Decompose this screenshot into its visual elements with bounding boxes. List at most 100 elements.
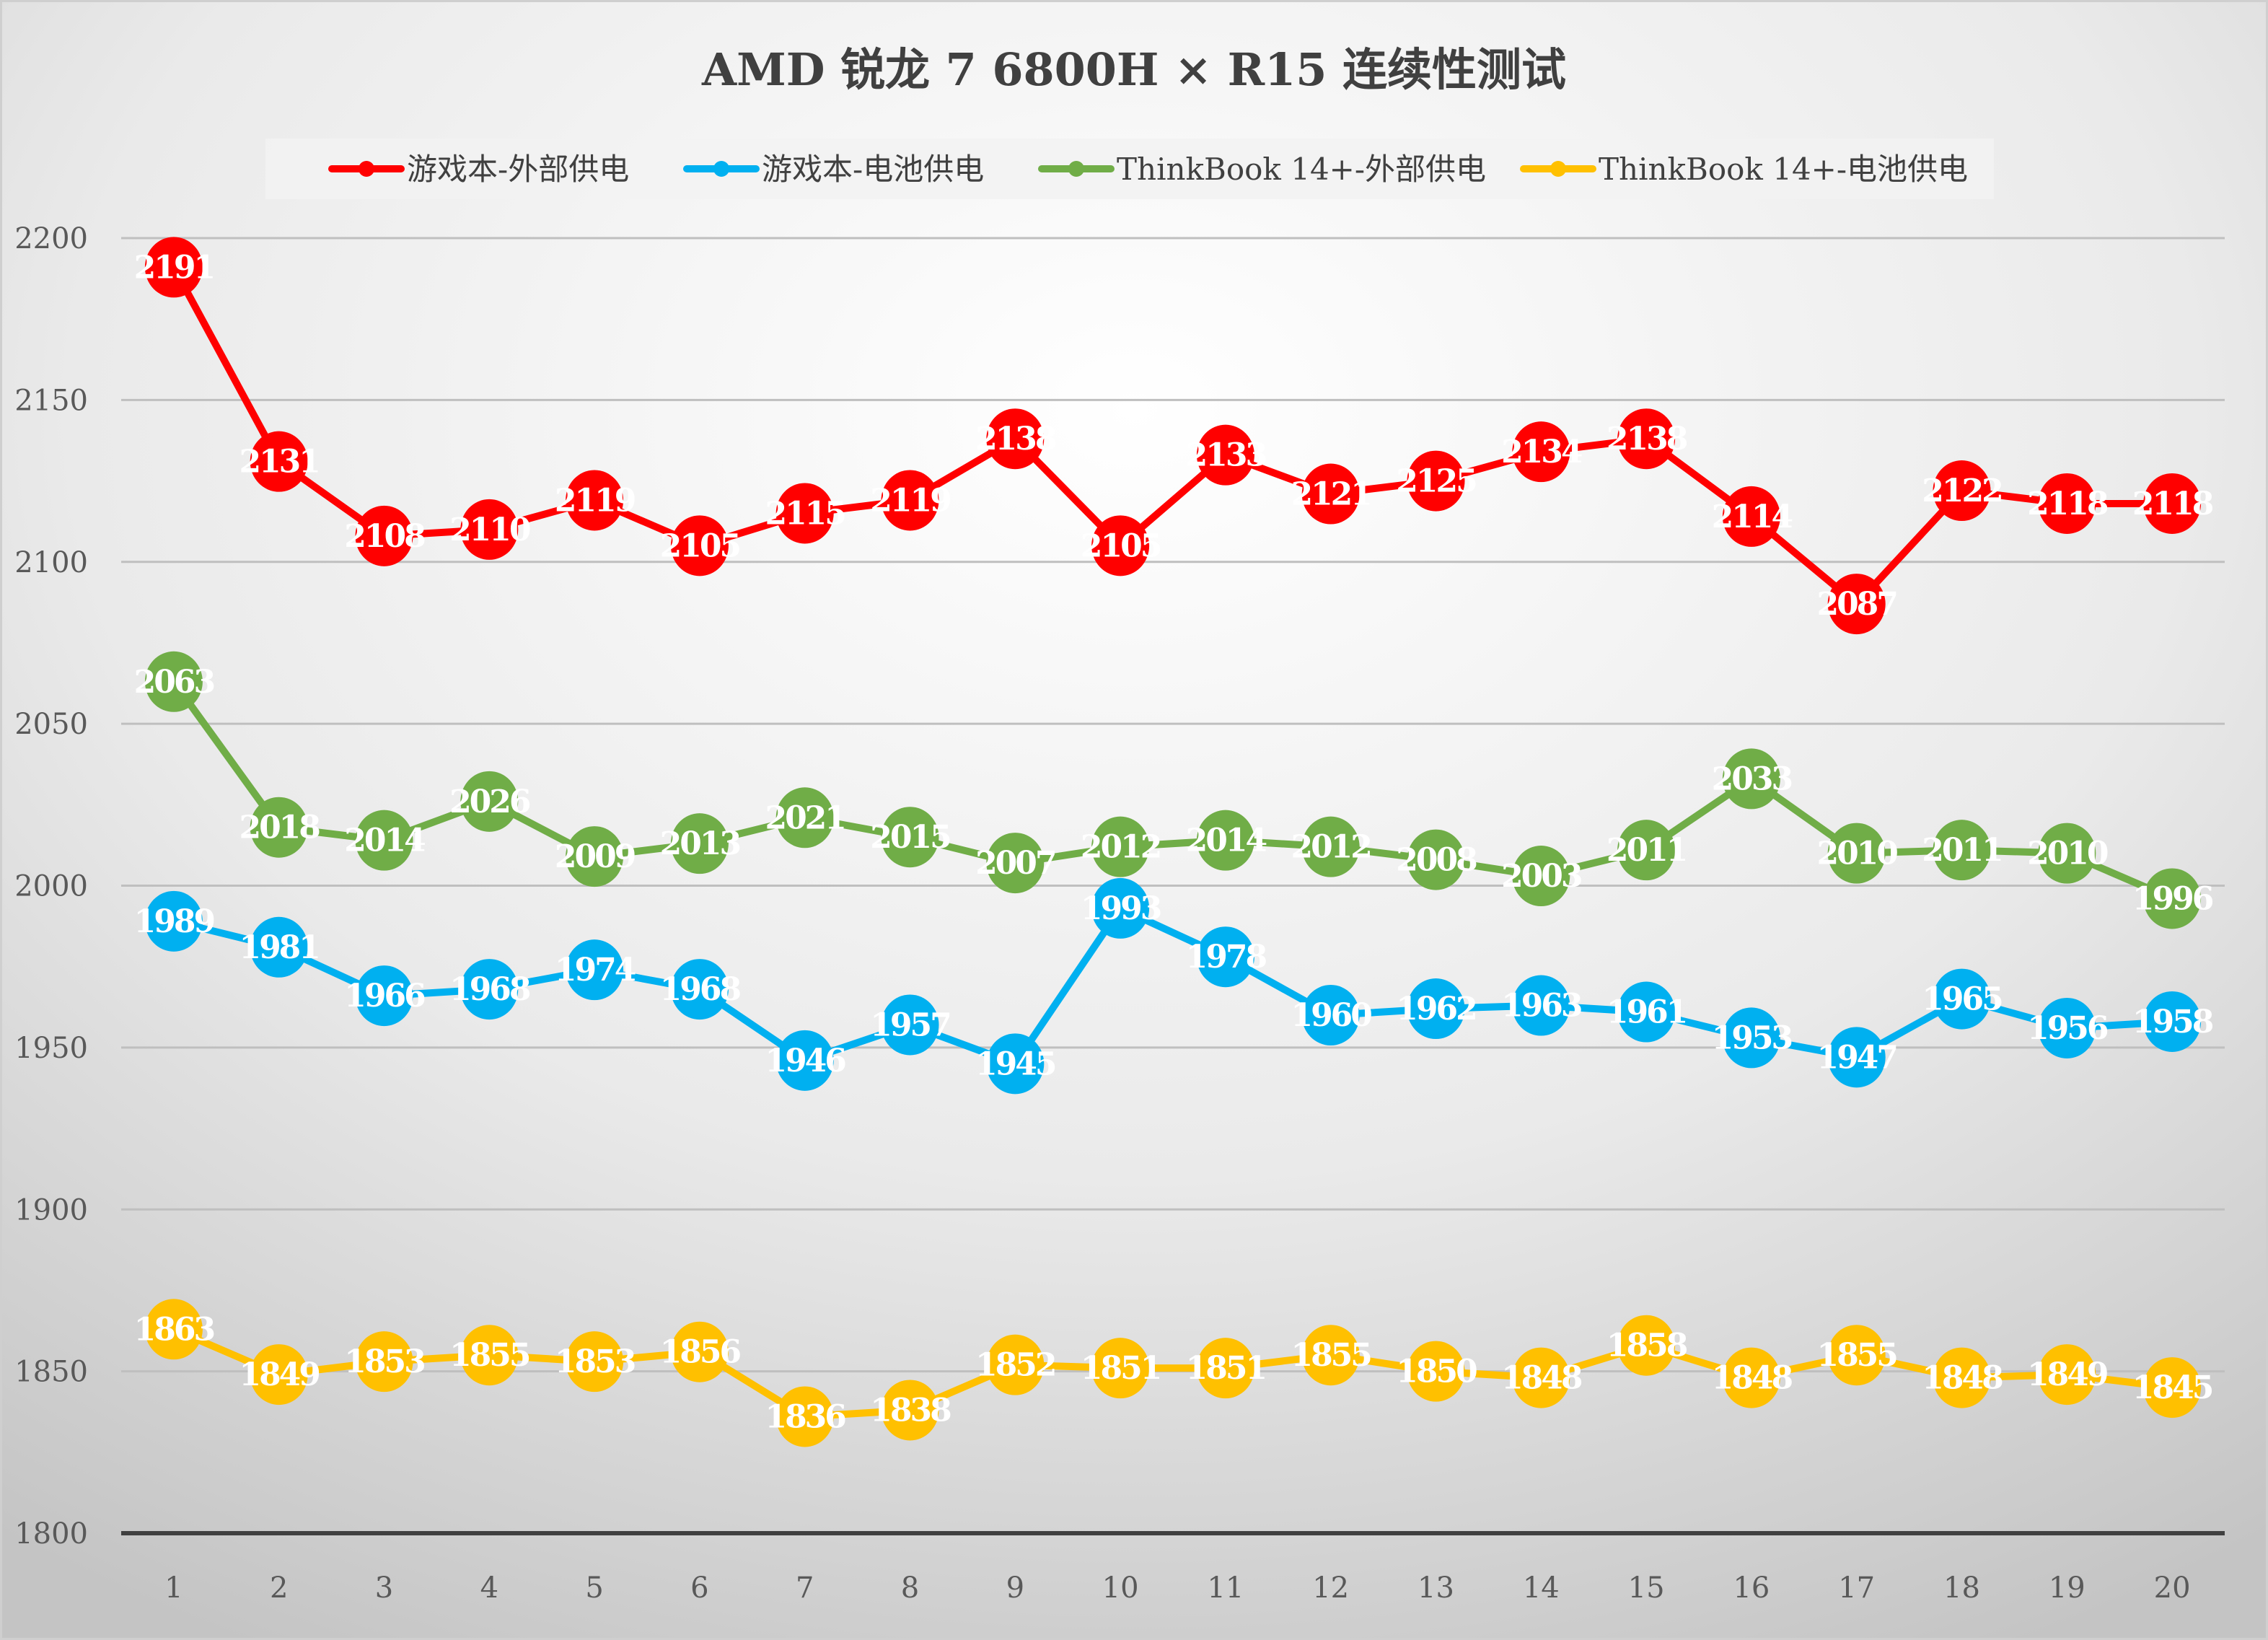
data-point[interactable] bbox=[1827, 1027, 1886, 1088]
data-point[interactable] bbox=[881, 470, 939, 531]
data-point[interactable] bbox=[250, 916, 308, 978]
data-point[interactable] bbox=[881, 994, 939, 1056]
data-point[interactable] bbox=[2143, 991, 2202, 1052]
data-point[interactable] bbox=[566, 939, 624, 1001]
data-point[interactable] bbox=[355, 810, 413, 871]
data-point[interactable] bbox=[2143, 868, 2202, 929]
data-point[interactable] bbox=[775, 483, 834, 544]
data-point[interactable] bbox=[1617, 408, 1676, 470]
data-point[interactable] bbox=[1933, 968, 1991, 1030]
data-point[interactable] bbox=[1407, 829, 1465, 890]
data-point[interactable] bbox=[460, 499, 519, 560]
data-point[interactable] bbox=[881, 1380, 939, 1441]
data-point[interactable] bbox=[1301, 463, 1360, 525]
data-point[interactable] bbox=[355, 1331, 413, 1393]
data-point[interactable] bbox=[1512, 846, 1570, 907]
data-point[interactable] bbox=[460, 771, 519, 832]
data-point[interactable] bbox=[1512, 1347, 1570, 1408]
data-point[interactable] bbox=[460, 1325, 519, 1386]
data-point[interactable] bbox=[1722, 1007, 1780, 1069]
data-label: 2010 bbox=[1816, 836, 1897, 872]
data-point[interactable] bbox=[144, 651, 203, 712]
data-point[interactable] bbox=[1196, 926, 1254, 988]
data-point[interactable] bbox=[1091, 515, 1150, 576]
data-point[interactable] bbox=[1827, 574, 1886, 635]
data-point[interactable] bbox=[775, 787, 834, 848]
data-point[interactable] bbox=[2038, 997, 2096, 1058]
data-point[interactable] bbox=[566, 826, 624, 887]
data-point[interactable] bbox=[1617, 1315, 1676, 1376]
data-point[interactable] bbox=[775, 1030, 834, 1091]
data-label: 1965 bbox=[1922, 981, 2002, 1018]
data-point[interactable] bbox=[1407, 978, 1465, 1040]
data-point[interactable] bbox=[1827, 823, 1886, 884]
data-point[interactable] bbox=[355, 505, 413, 566]
data-point[interactable] bbox=[1933, 820, 1991, 881]
data-point[interactable] bbox=[1301, 1325, 1360, 1386]
data-point[interactable] bbox=[881, 807, 939, 868]
data-point[interactable] bbox=[1196, 424, 1254, 486]
legend-item[interactable]: 游戏本-外部供电 bbox=[328, 152, 629, 187]
data-label: 1960 bbox=[1291, 997, 1371, 1034]
data-point[interactable] bbox=[566, 470, 624, 531]
data-point[interactable] bbox=[1091, 877, 1150, 939]
data-point[interactable] bbox=[1722, 748, 1780, 810]
data-point[interactable] bbox=[144, 237, 203, 298]
data-point[interactable] bbox=[1722, 1347, 1780, 1408]
data-point[interactable] bbox=[355, 965, 413, 1027]
data-label: 2014 bbox=[344, 823, 425, 859]
x-tick-label: 9 bbox=[1006, 1571, 1024, 1605]
data-point[interactable] bbox=[670, 959, 729, 1020]
legend-item[interactable]: ThinkBook 14+-外部供电 bbox=[1038, 152, 1486, 187]
data-point[interactable] bbox=[1091, 1338, 1150, 1399]
data-point[interactable] bbox=[1407, 1341, 1465, 1402]
x-tick-label: 5 bbox=[585, 1571, 603, 1605]
data-point[interactable] bbox=[1407, 450, 1465, 512]
data-label: 2063 bbox=[134, 664, 214, 701]
data-point[interactable] bbox=[1617, 820, 1676, 881]
data-label: 1996 bbox=[2132, 880, 2213, 917]
data-point[interactable] bbox=[250, 797, 308, 858]
data-point[interactable] bbox=[144, 1299, 203, 1360]
data-point[interactable] bbox=[460, 959, 519, 1020]
data-point[interactable] bbox=[986, 408, 1045, 470]
data-point[interactable] bbox=[1091, 816, 1150, 877]
data-point[interactable] bbox=[2143, 1357, 2202, 1418]
data-point[interactable] bbox=[2038, 1344, 2096, 1406]
data-point[interactable] bbox=[250, 431, 308, 492]
legend-label: 游戏本-电池供电 bbox=[762, 152, 984, 187]
data-point[interactable] bbox=[670, 813, 729, 874]
legend-item[interactable]: 游戏本-电池供电 bbox=[683, 152, 984, 187]
data-point[interactable] bbox=[566, 1331, 624, 1393]
data-point[interactable] bbox=[2038, 823, 2096, 884]
data-label: 2014 bbox=[1186, 823, 1267, 859]
legend-item[interactable]: ThinkBook 14+-电池供电 bbox=[1520, 152, 1968, 187]
y-tick-label: 1800 bbox=[14, 1517, 88, 1551]
data-point[interactable] bbox=[1933, 1347, 1991, 1408]
data-point[interactable] bbox=[2038, 473, 2096, 534]
data-point[interactable] bbox=[670, 515, 729, 576]
data-label: 2008 bbox=[1396, 842, 1477, 879]
data-point[interactable] bbox=[1196, 1338, 1254, 1399]
data-point[interactable] bbox=[775, 1386, 834, 1447]
data-point[interactable] bbox=[1617, 981, 1676, 1043]
y-tick-label: 2050 bbox=[14, 708, 88, 741]
data-point[interactable] bbox=[144, 890, 203, 952]
data-point[interactable] bbox=[1301, 816, 1360, 877]
data-point[interactable] bbox=[2143, 473, 2202, 534]
data-label: 2125 bbox=[1396, 463, 1476, 500]
data-point[interactable] bbox=[670, 1321, 729, 1382]
data-point[interactable] bbox=[1196, 810, 1254, 871]
data-point[interactable] bbox=[986, 1334, 1045, 1395]
data-point[interactable] bbox=[986, 833, 1045, 894]
data-point[interactable] bbox=[1301, 985, 1360, 1045]
data-point[interactable] bbox=[1512, 975, 1570, 1036]
data-point[interactable] bbox=[1933, 460, 1991, 522]
data-point[interactable] bbox=[250, 1344, 308, 1406]
data-point[interactable] bbox=[1722, 486, 1780, 547]
data-point[interactable] bbox=[1512, 421, 1570, 483]
data-label: 1993 bbox=[1081, 890, 1161, 927]
data-label: 1852 bbox=[975, 1347, 1055, 1384]
data-point[interactable] bbox=[986, 1033, 1045, 1095]
data-point[interactable] bbox=[1827, 1325, 1886, 1386]
